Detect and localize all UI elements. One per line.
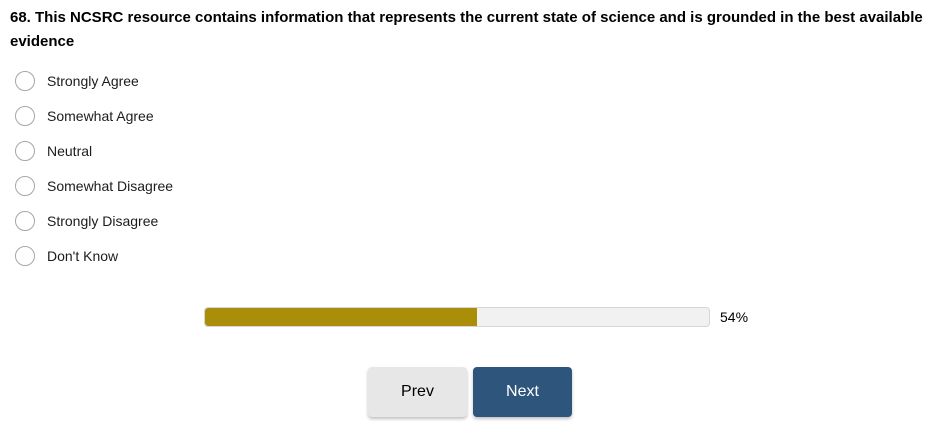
progress-row: 54% [204,307,930,327]
radio-button-icon[interactable] [15,175,35,196]
option-label: Strongly Disagree [47,212,159,229]
option-strongly-disagree[interactable]: Strongly Disagree [10,203,158,238]
next-button[interactable]: Next [473,367,572,417]
radio-button-icon[interactable] [15,105,35,126]
option-label: Neutral [47,142,93,159]
progress-fill [205,308,478,326]
survey-page: 68. This NCSRC resource contains informa… [10,9,930,417]
progress-bar [204,307,710,327]
radio-button-icon[interactable] [15,210,35,231]
option-neutral[interactable]: Neutral [10,133,92,168]
question-title: 68. This NCSRC resource contains informa… [10,9,923,50]
nav-buttons: Prev Next [10,367,930,417]
option-label: Somewhat Disagree [47,177,174,194]
prev-button[interactable]: Prev [368,367,467,417]
option-dont-know[interactable]: Don't Know [10,238,118,273]
progress-percent-label: 54% [720,309,749,325]
option-label: Strongly Agree [47,72,139,89]
options-list: Strongly Agree Somewhat Agree Neutral So… [10,63,930,273]
radio-button-icon[interactable] [15,140,35,161]
radio-button-icon[interactable] [15,245,35,266]
option-somewhat-agree[interactable]: Somewhat Agree [10,98,154,133]
option-somewhat-disagree[interactable]: Somewhat Disagree [10,168,173,203]
option-label: Don't Know [47,247,119,264]
option-label: Somewhat Agree [47,107,154,124]
option-strongly-agree[interactable]: Strongly Agree [10,63,139,98]
radio-button-icon[interactable] [15,70,35,91]
